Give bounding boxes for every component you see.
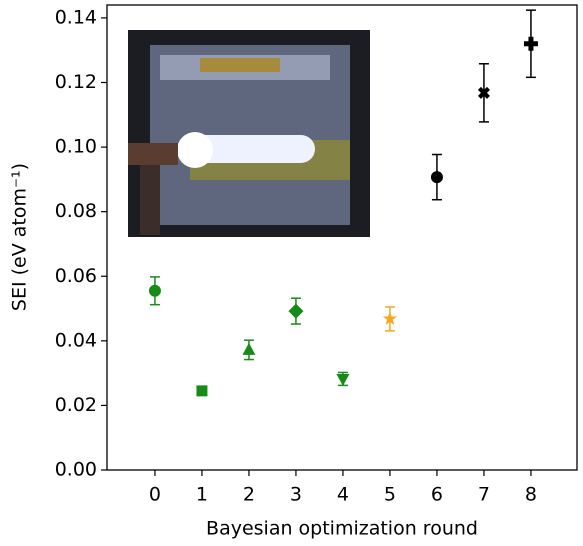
y-tick-label: 0.06 [55, 265, 97, 287]
marker [288, 303, 304, 319]
y-axis-label: SEI (eV atom⁻¹) [9, 163, 31, 311]
marker [477, 86, 490, 99]
marker [336, 373, 350, 386]
x-tick-label: 3 [290, 484, 302, 506]
marker [430, 171, 443, 184]
y-tick-label: 0.00 [55, 459, 97, 481]
y-tick-label: 0.12 [55, 71, 97, 93]
plot-frame [106, 4, 578, 471]
x-tick-label: 4 [337, 484, 349, 506]
y-tick-label: 0.08 [55, 200, 97, 222]
x-tick-label: 0 [149, 484, 161, 506]
y-tick-label: 0.02 [55, 394, 97, 416]
marker [382, 311, 398, 325]
y-tick-label: 0.14 [55, 6, 97, 28]
x-tick-label: 6 [431, 484, 443, 506]
marker [523, 36, 538, 51]
y-tick-label: 0.04 [55, 329, 97, 351]
x-tick-label: 5 [384, 484, 396, 506]
marker [196, 385, 208, 397]
x-tick-label: 8 [525, 484, 537, 506]
x-axis-label: Bayesian optimization round [206, 518, 478, 540]
marker [242, 342, 256, 355]
marker [148, 284, 161, 297]
x-tick-label: 2 [243, 484, 255, 506]
inset-photo [128, 30, 370, 237]
y-tick-label: 0.10 [55, 136, 97, 158]
x-tick-label: 7 [478, 484, 490, 506]
x-tick-label: 1 [196, 484, 208, 506]
